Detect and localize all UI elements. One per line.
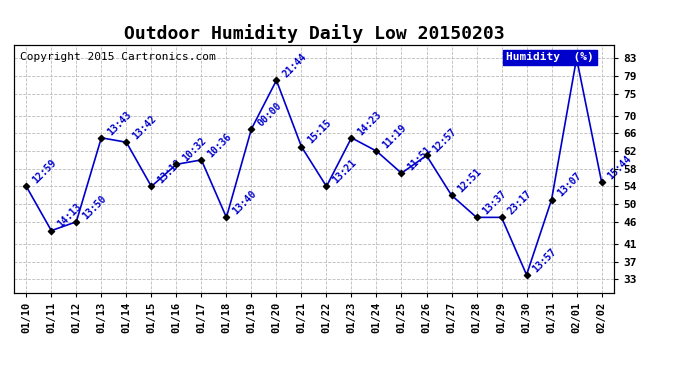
- Text: 13:07: 13:07: [555, 171, 584, 199]
- Point: [46, 228, 57, 234]
- Point: [246, 126, 257, 132]
- Text: 14:13: 14:13: [55, 202, 83, 230]
- Point: [596, 179, 607, 185]
- Text: 12:51: 12:51: [455, 166, 484, 195]
- Point: [471, 214, 482, 220]
- Point: [196, 157, 207, 163]
- Text: 12:57: 12:57: [431, 127, 459, 155]
- Point: [371, 148, 382, 154]
- Text: 23:17: 23:17: [506, 189, 533, 217]
- Text: 15:44: 15:44: [606, 153, 633, 181]
- Text: 11:19: 11:19: [381, 123, 408, 150]
- Point: [171, 161, 182, 167]
- Point: [496, 214, 507, 220]
- Point: [21, 183, 32, 189]
- Point: [121, 139, 132, 145]
- Text: 13:21: 13:21: [331, 158, 359, 186]
- Text: 14:23: 14:23: [355, 109, 384, 137]
- Text: 13:57: 13:57: [531, 246, 559, 274]
- Text: 10:32: 10:32: [181, 136, 208, 164]
- Point: [96, 135, 107, 141]
- Text: 13:37: 13:37: [481, 189, 509, 217]
- Point: [321, 183, 332, 189]
- Text: Humidity  (%): Humidity (%): [506, 53, 594, 63]
- Text: 13:18: 13:18: [155, 158, 184, 186]
- Text: Copyright 2015 Cartronics.com: Copyright 2015 Cartronics.com: [20, 53, 215, 62]
- Text: 11:51: 11:51: [406, 144, 433, 172]
- Text: 12:59: 12:59: [30, 158, 59, 186]
- Title: Outdoor Humidity Daily Low 20150203: Outdoor Humidity Daily Low 20150203: [124, 24, 504, 44]
- Text: 21:44: 21:44: [281, 52, 308, 80]
- Text: 13:42: 13:42: [130, 114, 159, 141]
- Point: [571, 55, 582, 61]
- Point: [421, 153, 432, 159]
- Point: [71, 219, 82, 225]
- Point: [521, 272, 532, 278]
- Point: [296, 144, 307, 150]
- Point: [271, 77, 282, 83]
- Text: 13:50: 13:50: [81, 193, 108, 221]
- Point: [146, 183, 157, 189]
- Text: 10:36: 10:36: [206, 131, 233, 159]
- Point: [221, 214, 232, 220]
- Point: [346, 135, 357, 141]
- Point: [446, 192, 457, 198]
- Text: 15:15: 15:15: [306, 118, 333, 146]
- Point: [546, 197, 557, 203]
- Text: 13:43: 13:43: [106, 109, 133, 137]
- Text: 00:00: 00:00: [255, 100, 284, 128]
- Text: 13:40: 13:40: [230, 189, 259, 217]
- Point: [396, 170, 407, 176]
